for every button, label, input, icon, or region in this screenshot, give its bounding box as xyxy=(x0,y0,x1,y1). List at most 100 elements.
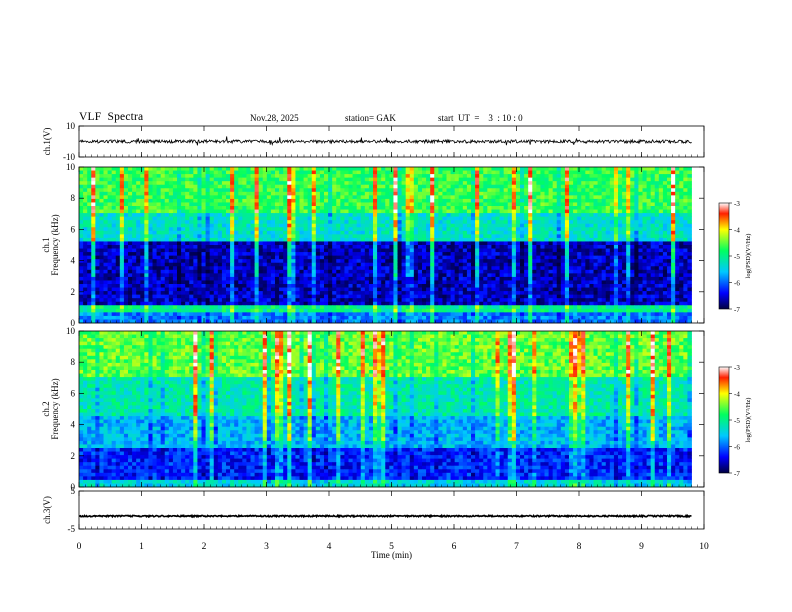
spectrogram-cell xyxy=(266,220,272,225)
spectrogram-cell xyxy=(422,259,427,264)
spectrogram-cell xyxy=(487,230,492,235)
spectrogram-cell xyxy=(230,276,235,281)
spectrogram-cell xyxy=(128,266,133,271)
spectrogram-cell xyxy=(299,266,304,271)
spectrogram-cell xyxy=(136,237,141,242)
spectrogram-cell xyxy=(348,269,353,274)
spectrogram-cell xyxy=(336,220,341,225)
spectrogram-cell xyxy=(397,170,402,175)
spectrogram-cell xyxy=(344,177,349,182)
spectrogram-cell xyxy=(446,181,451,186)
spectrogram-cell xyxy=(172,191,178,196)
spectrogram-cell xyxy=(262,167,268,171)
spectrogram-cell xyxy=(630,227,635,232)
spectrogram-cell xyxy=(654,262,660,267)
spectrogram-cell xyxy=(152,269,157,274)
spectrogram-cell xyxy=(360,167,366,171)
spectrogram-cell xyxy=(107,266,113,271)
spectrogram-cell xyxy=(193,284,198,288)
spectrogram-cell xyxy=(373,259,378,264)
spectrogram-cell xyxy=(303,252,309,257)
spectrogram-cell xyxy=(254,223,260,228)
spectrogram-cell xyxy=(279,234,284,239)
spectrogram-cell xyxy=(634,227,639,232)
spectrogram-cell xyxy=(393,188,398,193)
spectrogram-cell xyxy=(667,223,672,228)
spectrogram-cell xyxy=(438,220,443,225)
spectrogram-cell xyxy=(291,191,296,196)
spectrogram-cell xyxy=(503,188,509,193)
spectrogram-cell xyxy=(377,273,382,278)
spectrogram-cell xyxy=(634,220,639,225)
spectrogram-cell xyxy=(140,213,145,218)
spectrogram-cell xyxy=(254,245,260,249)
spectrogram-cell xyxy=(213,273,219,278)
spectrogram-cell xyxy=(605,181,611,186)
spectrogram-cell xyxy=(662,216,668,221)
spectrogram-cell xyxy=(344,234,349,239)
spectrogram-cell xyxy=(434,170,439,175)
spectrogram-cell xyxy=(593,252,598,257)
spectrogram-cell xyxy=(597,269,603,274)
spectrogram-cell xyxy=(336,255,341,260)
spectrogram-cell xyxy=(442,184,447,189)
spectrogram-cell xyxy=(417,213,423,218)
spectrogram-cell xyxy=(87,202,92,207)
spectrogram-cell xyxy=(221,174,227,179)
spectrogram-cell xyxy=(454,252,460,257)
spectrogram-cell xyxy=(328,223,333,228)
spectrogram-cell xyxy=(262,259,268,264)
spectrogram-cell xyxy=(552,234,558,239)
spectrogram-cell xyxy=(385,202,390,207)
spectrogram-cell xyxy=(103,269,108,274)
spectrogram-cell xyxy=(242,266,247,271)
spectrogram-cell xyxy=(597,198,603,203)
spectrogram-cell xyxy=(393,252,398,257)
spectrogram-cell xyxy=(279,223,284,228)
spectrogram-cell xyxy=(250,234,255,239)
spectrogram-cell xyxy=(658,213,664,218)
spectrogram-cell xyxy=(544,216,549,221)
spectrogram-cell xyxy=(152,191,157,196)
spectrogram-cell xyxy=(556,202,562,207)
spectrogram-cell xyxy=(430,273,435,278)
spectrogram-cell xyxy=(360,245,366,249)
spectrogram-cell xyxy=(115,259,121,264)
spectrogram-cell xyxy=(569,227,574,232)
spectrogram-cell xyxy=(442,209,447,214)
spectrogram-cell xyxy=(442,259,447,264)
spectrogram-cell xyxy=(491,195,496,200)
spectrogram-cell xyxy=(654,174,660,179)
spectrogram-cell xyxy=(393,269,398,274)
spectrogram-cell xyxy=(544,170,549,175)
spectrogram-cell xyxy=(679,167,684,171)
spectrogram-cell xyxy=(209,273,215,278)
spectrogram-cell xyxy=(634,209,639,214)
spectrogram-cell xyxy=(279,269,284,274)
spectrogram-cell xyxy=(638,280,643,285)
spectrogram-cell xyxy=(291,223,296,228)
spectrogram-cell xyxy=(177,177,182,182)
spectrogram-cell xyxy=(197,241,202,246)
spectrogram-cell xyxy=(446,245,451,249)
spectrogram-cell xyxy=(573,252,578,257)
spectrogram-cell xyxy=(168,223,174,228)
spectrogram-cell xyxy=(99,230,104,235)
spectrogram-cell xyxy=(299,167,304,171)
spectrogram-cell xyxy=(148,167,153,171)
spectrogram-cell xyxy=(364,216,370,221)
spectrogram-cell xyxy=(119,255,125,260)
spectrogram-cell xyxy=(234,234,239,239)
spectrogram-cell xyxy=(511,195,517,200)
spectrogram-cell xyxy=(626,269,631,274)
spectrogram-cell xyxy=(87,234,92,239)
spectrogram-cell xyxy=(266,266,272,271)
spectrogram-cell xyxy=(475,184,480,189)
spectrogram-cell xyxy=(687,266,692,271)
spectrogram-cell xyxy=(638,213,643,218)
spectrogram-cell xyxy=(119,237,125,242)
spectrogram-cell xyxy=(197,188,202,193)
spectrogram-cell xyxy=(123,284,129,288)
spectrogram-cell xyxy=(475,191,480,196)
spectrogram-cell xyxy=(275,181,280,186)
